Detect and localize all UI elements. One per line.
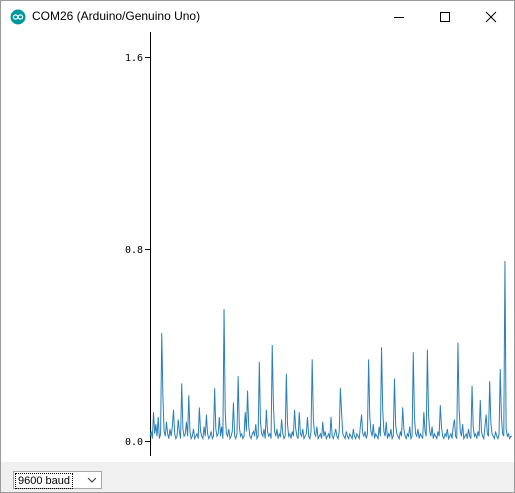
window-title: COM26 (Arduino/Genuino Uno) bbox=[32, 9, 201, 23]
maximize-icon bbox=[440, 11, 450, 22]
y-tick-label: 0.8 bbox=[125, 245, 143, 256]
baud-rate-select[interactable]: 9600 baud bbox=[13, 471, 102, 489]
bottom-toolbar: 9600 baud bbox=[1, 462, 514, 492]
plot-area: 0.0 0.8 1.6 bbox=[1, 32, 514, 462]
serial-plot-chart: 0.0 0.8 1.6 bbox=[125, 32, 512, 456]
close-button[interactable] bbox=[468, 1, 514, 32]
series-line bbox=[149, 260, 512, 441]
y-tick-label: 1.6 bbox=[125, 53, 143, 64]
y-tick-label: 0.0 bbox=[125, 437, 143, 448]
close-icon bbox=[485, 11, 497, 22]
maximize-button[interactable] bbox=[422, 1, 468, 32]
title-bar[interactable]: COM26 (Arduino/Genuino Uno) bbox=[1, 1, 514, 32]
minimize-button[interactable] bbox=[376, 1, 422, 32]
chevron-down-icon bbox=[87, 477, 97, 483]
baud-rate-value: 9600 baud bbox=[15, 473, 73, 489]
arduino-logo-icon bbox=[10, 9, 26, 25]
minimize-icon bbox=[394, 16, 404, 18]
